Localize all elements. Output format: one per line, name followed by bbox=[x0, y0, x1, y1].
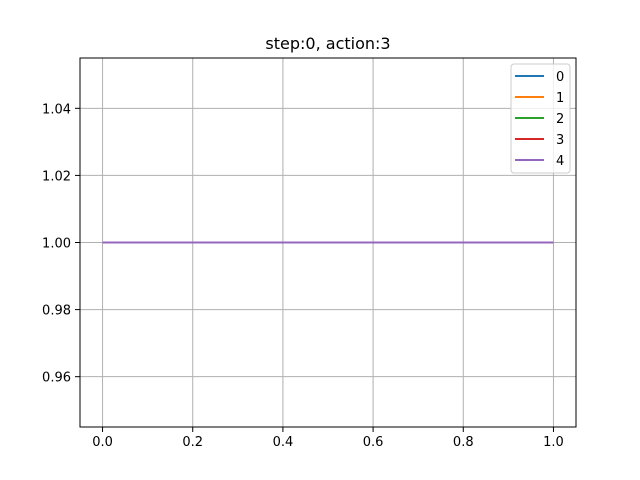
legend-label-4: 4 bbox=[556, 154, 564, 169]
x-tick-label: 0.2 bbox=[182, 435, 203, 450]
y-tick-label: 0.98 bbox=[42, 304, 71, 319]
y-tick-label: 1.02 bbox=[42, 169, 71, 184]
chart-title: step:0, action:3 bbox=[265, 34, 390, 53]
legend: 0 1 2 3 4 bbox=[510, 63, 571, 174]
x-axis: 0.0 0.2 0.4 0.6 0.8 1.0 bbox=[92, 427, 564, 450]
x-tick-label: 0.0 bbox=[92, 435, 113, 450]
x-tick-label: 0.8 bbox=[453, 435, 474, 450]
legend-label-3: 3 bbox=[556, 133, 564, 148]
x-tick-label: 0.6 bbox=[363, 435, 384, 450]
y-tick-label: 1.04 bbox=[42, 102, 71, 117]
legend-label-0: 0 bbox=[556, 70, 564, 85]
y-axis: 0.96 0.98 1.00 1.02 1.04 bbox=[42, 102, 80, 386]
legend-label-1: 1 bbox=[556, 91, 564, 106]
legend-label-2: 2 bbox=[556, 112, 564, 127]
x-tick-label: 1.0 bbox=[543, 435, 564, 450]
x-tick-label: 0.4 bbox=[273, 435, 294, 450]
y-tick-label: 0.96 bbox=[42, 371, 71, 386]
y-tick-label: 1.00 bbox=[42, 237, 71, 252]
